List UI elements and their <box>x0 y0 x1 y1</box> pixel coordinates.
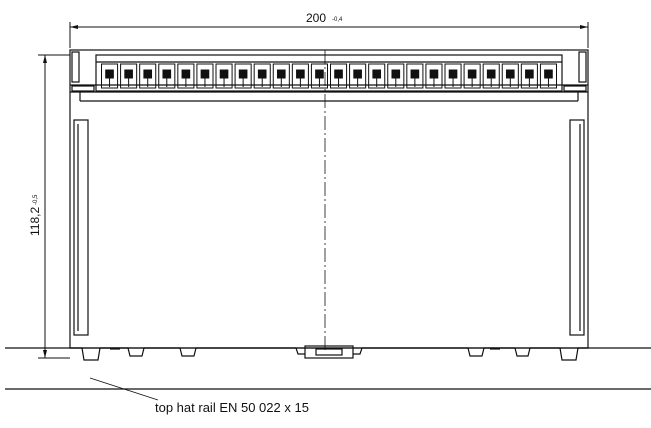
side-panel-left <box>73 119 89 336</box>
width-dimension-value: 200 <box>306 11 326 25</box>
height-dimension <box>38 54 70 359</box>
terminal-block <box>196 63 214 89</box>
terminal-strip <box>101 63 558 89</box>
terminal-block <box>215 63 233 89</box>
terminal-block <box>272 63 290 89</box>
terminal-block <box>520 63 538 89</box>
width-dimension <box>69 22 589 48</box>
terminal-block <box>253 63 271 89</box>
side-panel-right <box>569 119 585 336</box>
rail-leader-line <box>89 377 159 401</box>
rail-label: top hat rail EN 50 022 x 15 <box>155 400 309 415</box>
top-hat-rail <box>5 347 651 390</box>
terminal-block <box>349 63 367 89</box>
terminal-block <box>291 63 309 89</box>
terminal-block <box>177 63 195 89</box>
terminal-block <box>330 63 348 89</box>
terminal-block <box>139 63 157 89</box>
terminal-block <box>501 63 519 89</box>
terminal-block <box>539 63 558 89</box>
height-dimension-value: 118,2 <box>28 207 42 236</box>
rail-label-text: top hat rail EN 50 022 x 15 <box>155 400 309 415</box>
terminal-block <box>444 63 462 89</box>
terminal-block <box>101 63 119 89</box>
terminal-block <box>310 63 328 89</box>
terminal-block <box>482 63 500 89</box>
terminal-block <box>158 63 176 89</box>
width-dimension-tolerance: -0,4 <box>332 17 343 23</box>
terminal-block <box>234 63 252 89</box>
terminal-block <box>120 63 138 89</box>
terminal-block <box>406 63 424 89</box>
terminal-block <box>463 63 481 89</box>
terminal-block <box>387 63 405 89</box>
terminal-block <box>368 63 386 89</box>
terminal-block <box>425 63 443 89</box>
height-dimension-tolerance: -0,5 <box>33 194 39 205</box>
housing-body <box>69 49 589 349</box>
